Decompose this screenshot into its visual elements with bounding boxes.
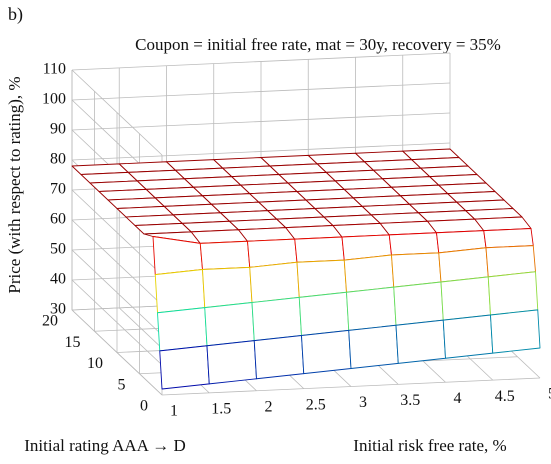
z-tick-label: 90	[50, 121, 66, 138]
z-tick-label: 80	[50, 151, 66, 168]
mesh-cell	[442, 314, 494, 359]
grid-line	[71, 142, 451, 161]
x-tick-label: 4	[454, 390, 462, 407]
mesh-cell	[395, 319, 446, 364]
mesh-cell	[253, 335, 305, 380]
x-tick-label: 5	[548, 386, 551, 403]
mesh-cell	[154, 269, 206, 314]
z-tick-label: 110	[43, 61, 66, 78]
y-tick-label: 10	[87, 355, 103, 372]
mesh-cell	[298, 291, 350, 336]
mesh-cell	[296, 259, 347, 298]
x-tick-label: 2.5	[306, 396, 326, 413]
mesh-cell	[348, 324, 399, 369]
x-tick-label: 2	[265, 398, 273, 415]
grid-line	[71, 112, 451, 131]
z-tick-label: 60	[50, 211, 66, 228]
panel-label: b)	[8, 4, 23, 25]
mesh-cell	[301, 329, 352, 375]
mesh-cell	[202, 266, 253, 309]
mesh-cell	[251, 296, 302, 342]
z-tick-label: 50	[50, 241, 66, 258]
z-tick-label: 30	[50, 301, 66, 318]
z-tick-label: 40	[50, 271, 66, 288]
x-tick-label: 1	[170, 403, 178, 420]
mesh-cell	[157, 307, 208, 352]
mesh-cell	[393, 281, 444, 326]
y-tick-label: 0	[140, 398, 148, 415]
mesh-cell	[440, 276, 491, 321]
mesh-cell	[487, 271, 539, 316]
mesh-cell	[204, 302, 255, 347]
mesh-cell	[152, 236, 203, 276]
x-tick-label: 3	[359, 394, 367, 411]
z-tick-label: 70	[50, 181, 66, 198]
mesh-cell	[483, 228, 534, 249]
z-axis-label: Price (with respect to rating), %	[5, 76, 24, 293]
mesh-cell	[346, 286, 397, 331]
x-axis-label: Initial risk free rate, %	[353, 436, 506, 455]
y-tick-label: 5	[118, 376, 126, 393]
mesh-cell	[206, 340, 257, 385]
mesh-cell	[438, 247, 489, 283]
x-tick-label: 4.5	[495, 388, 515, 405]
grid-line	[71, 309, 163, 396]
mesh-cell	[391, 252, 442, 288]
grid-line	[71, 219, 163, 306]
y-axis-label: Initial rating AAA → D	[24, 436, 185, 455]
mesh-cell	[388, 232, 440, 256]
mesh-cell	[343, 254, 395, 293]
y-tick-label: 15	[65, 334, 81, 351]
mesh-cell	[249, 261, 300, 303]
mesh-cell	[294, 236, 345, 263]
mesh-cell	[490, 309, 541, 354]
grid-line	[71, 69, 163, 156]
chart-title: Coupon = initial free rate, mat = 30y, r…	[135, 35, 501, 54]
mesh-cell	[199, 240, 251, 270]
grid-line	[71, 249, 163, 336]
grid-line	[71, 82, 451, 101]
grid-line	[71, 189, 163, 276]
z-tick-label: 100	[42, 91, 66, 108]
grid-line	[161, 377, 541, 396]
x-tick-label: 3.5	[400, 392, 420, 409]
grid-line	[71, 52, 451, 71]
x-tick-label: 1.5	[211, 401, 231, 418]
mesh-cell	[159, 345, 210, 390]
grid-line	[71, 279, 163, 366]
y-tick-label: 20	[42, 313, 58, 330]
